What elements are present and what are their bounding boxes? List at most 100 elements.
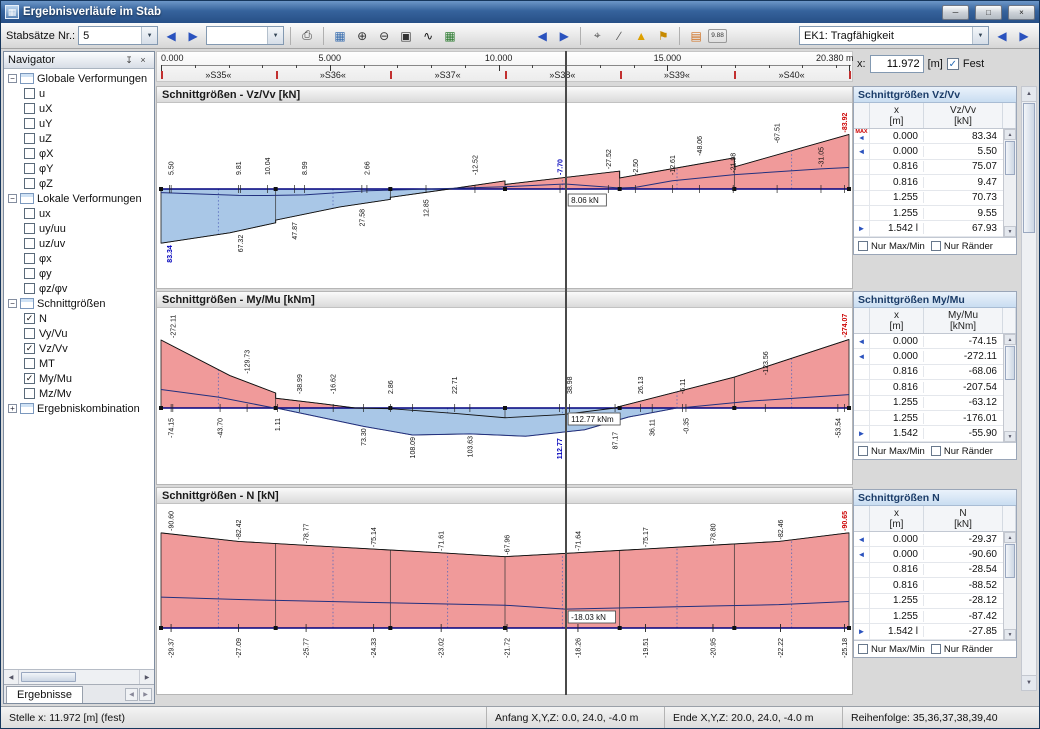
fest-checkbox[interactable]: ✓	[946, 58, 959, 70]
tab-scroll-left-icon[interactable]: ◀	[125, 688, 138, 701]
checkbox[interactable]: ✓	[24, 373, 35, 384]
table-row[interactable]: 0.816 -68.06	[854, 364, 1016, 381]
tree-item[interactable]: φY	[4, 161, 154, 176]
filter-option[interactable]: Nur Ränder	[930, 241, 993, 252]
zoom-out-icon[interactable]: ⊖	[379, 28, 390, 43]
checkbox[interactable]	[24, 253, 35, 264]
table-row[interactable]: 1.255 9.55	[854, 205, 1016, 222]
panel-icon[interactable]: ▤	[690, 28, 702, 43]
minimize-button[interactable]: ─	[942, 4, 969, 20]
collapse-icon[interactable]: −	[8, 299, 17, 308]
ek-prev-icon[interactable]: ◀	[997, 28, 1007, 43]
tab-scroll-right-icon[interactable]: ▶	[139, 688, 152, 701]
checkbox[interactable]	[24, 163, 35, 174]
table-row[interactable]: ◄ 0.000 -272.11	[854, 349, 1016, 365]
excel-export-icon[interactable]: ▦	[444, 28, 456, 43]
tree-item[interactable]: φX	[4, 146, 154, 161]
next-icon[interactable]: ▶	[559, 28, 569, 43]
local-axes-icon[interactable]: ⌖	[593, 28, 601, 42]
scroll-thumb[interactable]	[1005, 346, 1015, 380]
scroll-thumb[interactable]	[1023, 103, 1035, 233]
secondary-combo[interactable]: ▼	[206, 26, 285, 45]
load-combination-combo[interactable]: EK1: Tragfähigkeit ▼	[799, 26, 989, 45]
collapse-icon[interactable]: −	[8, 194, 17, 203]
tree-item[interactable]: φy	[4, 266, 154, 281]
tree-group[interactable]: + Ergebniskombination	[4, 401, 154, 416]
checkbox[interactable]: ✓	[24, 313, 35, 324]
scroll-down-icon[interactable]: ▼	[1004, 431, 1016, 442]
scroll-up-icon[interactable]: ▲	[1004, 334, 1016, 345]
tree-item[interactable]: u	[4, 86, 154, 101]
checkbox[interactable]	[930, 644, 941, 654]
checkbox[interactable]	[24, 238, 35, 249]
expand-icon[interactable]: +	[8, 404, 17, 413]
zoom-in-icon[interactable]: ⊕	[357, 28, 368, 43]
table-row[interactable]: ► 1.542 -55.90	[854, 426, 1016, 442]
table-row[interactable]: 0.816 -207.54	[854, 380, 1016, 396]
tree-group[interactable]: − Globale Verformungen	[4, 71, 154, 86]
navigator-hscrollbar[interactable]: ◀ ▶	[4, 669, 154, 684]
smooth-curve-icon[interactable]: ∿	[423, 28, 434, 43]
member-set-combo[interactable]: 5 ▼	[78, 26, 159, 45]
table-row[interactable]: 0.816 75.07	[854, 159, 1016, 176]
tree-item[interactable]: uX	[4, 101, 154, 116]
filter-option[interactable]: Nur Ränder	[930, 446, 993, 457]
scroll-left-icon[interactable]: ◀	[4, 670, 19, 684]
tree-item[interactable]: uZ	[4, 131, 154, 146]
flag-icon[interactable]: ⚑	[657, 28, 669, 43]
table-scrollbar[interactable]: ▲ ▼	[1003, 532, 1016, 640]
table-row[interactable]: 0.816 -88.52	[854, 578, 1016, 594]
tree-item[interactable]: φx	[4, 251, 154, 266]
table-row[interactable]: ◄ 0.000 -90.60	[854, 547, 1016, 563]
checkbox[interactable]	[24, 223, 35, 234]
filter-option[interactable]: Nur Max/Min	[858, 446, 925, 457]
values-display-icon[interactable]: 9.88	[708, 28, 727, 43]
scroll-up-icon[interactable]: ▲	[1004, 532, 1016, 543]
tree-item[interactable]: MT	[4, 356, 154, 371]
tree-item[interactable]: uz/uv	[4, 236, 154, 251]
table-row[interactable]: 1.255 -87.42	[854, 608, 1016, 625]
filter-option[interactable]: Nur Ränder	[930, 644, 993, 655]
tree-item[interactable]: ✓ Vz/Vv	[4, 341, 154, 356]
prev-member-set-icon[interactable]: ◀	[166, 28, 176, 43]
chevron-down-icon[interactable]: ▼	[972, 27, 988, 44]
table-row[interactable]: ► 1.542 l -27.85	[854, 624, 1016, 640]
filter-option[interactable]: Nur Max/Min	[858, 241, 925, 252]
section-icon[interactable]: ∕	[618, 28, 621, 43]
table-row[interactable]: 0.816 9.47	[854, 175, 1016, 191]
scroll-thumb[interactable]	[1005, 141, 1015, 175]
checkbox[interactable]	[930, 241, 941, 251]
checkbox[interactable]	[24, 388, 35, 399]
table-row[interactable]: 1.255 -176.01	[854, 410, 1016, 427]
checkbox[interactable]	[24, 208, 35, 219]
checkbox[interactable]	[24, 118, 35, 129]
table-row[interactable]: ► 1.542 l 67.93	[854, 221, 1016, 237]
scroll-down-icon[interactable]: ▼	[1004, 226, 1016, 237]
checkbox[interactable]	[930, 446, 941, 456]
tree-group[interactable]: − Schnittgrößen	[4, 296, 154, 311]
table-scrollbar[interactable]: ▲ ▼	[1003, 334, 1016, 442]
scroll-down-icon[interactable]: ▼	[1004, 629, 1016, 640]
filter-option[interactable]: Nur Max/Min	[858, 644, 925, 655]
collapse-icon[interactable]: −	[8, 74, 17, 83]
close-icon[interactable]: ×	[140, 55, 146, 65]
tree-item[interactable]: ✓ N	[4, 311, 154, 326]
chevron-down-icon[interactable]: ▼	[267, 27, 284, 44]
table-row[interactable]: 0.816 -28.54	[854, 562, 1016, 579]
table-scrollbar[interactable]: ▲ ▼	[1003, 129, 1016, 237]
checkbox[interactable]	[24, 268, 35, 279]
maximize-button[interactable]: □	[975, 4, 1002, 20]
scroll-up-icon[interactable]: ▲	[1022, 87, 1036, 102]
hazard-icon[interactable]: ▲	[635, 28, 648, 43]
checkbox[interactable]: ✓	[24, 343, 35, 354]
checkbox[interactable]	[24, 148, 35, 159]
table-row[interactable]: ◄ 0.000 5.50	[854, 144, 1016, 160]
checkbox[interactable]	[24, 178, 35, 189]
close-button[interactable]: ×	[1008, 4, 1035, 20]
next-member-set-icon[interactable]: ▶	[188, 28, 198, 43]
scroll-right-icon[interactable]: ▶	[139, 670, 154, 684]
table-row[interactable]: ◄ 0.000 -74.15	[854, 334, 1016, 350]
scroll-track[interactable]	[19, 670, 139, 684]
tree-item[interactable]: Mz/Mv	[4, 386, 154, 401]
scroll-up-icon[interactable]: ▲	[1004, 129, 1016, 140]
